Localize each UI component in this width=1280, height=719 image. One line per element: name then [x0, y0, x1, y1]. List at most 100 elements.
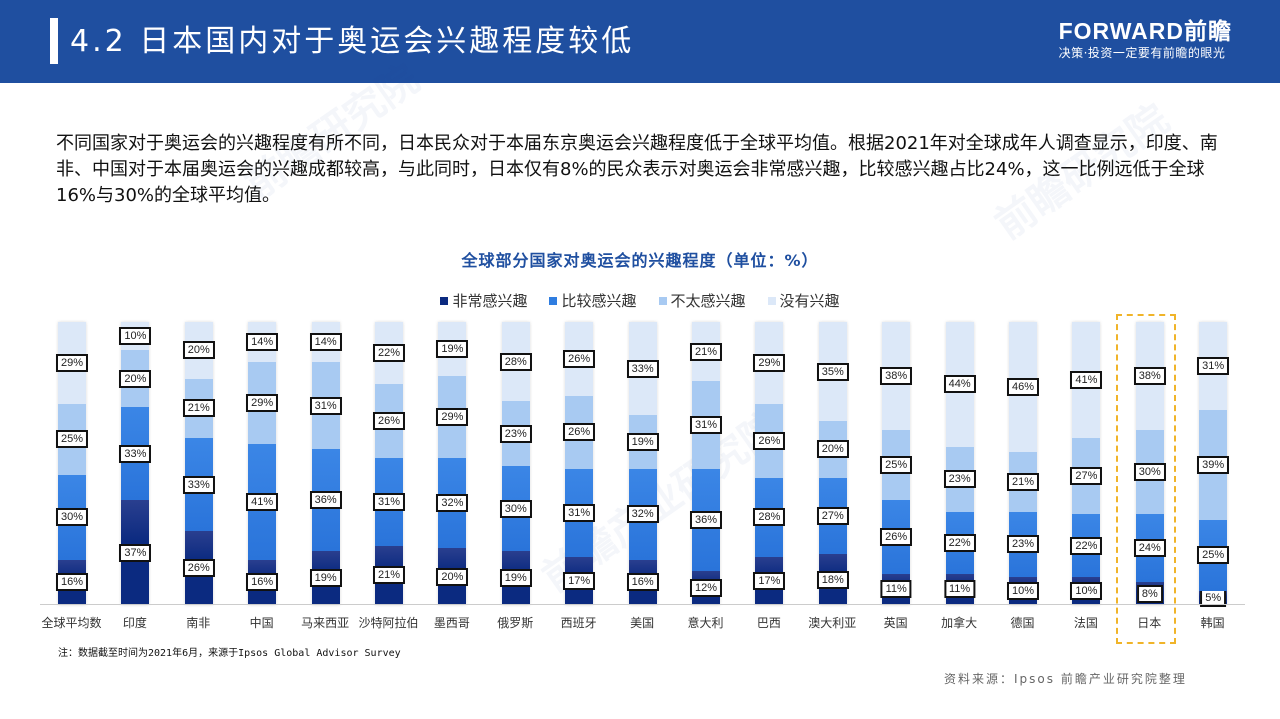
legend-swatch-icon	[767, 296, 776, 305]
logo-tagline: 决策·投资一定要有前瞻的眼光	[1058, 46, 1226, 60]
bar-segment-fairly: 36%	[309, 449, 342, 552]
bar-segment-not-very: 39%	[1197, 409, 1230, 521]
bar-segment-not-very: 25%	[55, 404, 89, 475]
data-label: 30%	[1133, 463, 1166, 482]
bar-segment-fairly: 31%	[563, 469, 596, 557]
bar-segment-very: 17%	[753, 556, 786, 605]
footnote: 注：数据截至时间为2021年6月，来源于Ipsos Global Advisor…	[58, 648, 401, 659]
data-label: 46%	[1006, 378, 1040, 397]
x-tick-label: 德国	[1010, 616, 1035, 630]
bar-segment-fairly: 27%	[816, 477, 849, 555]
x-tick-label: 中国	[249, 616, 274, 630]
data-label: 17%	[563, 571, 596, 590]
bar-segment-none: 29%	[55, 322, 89, 405]
data-label: 31%	[1197, 356, 1230, 375]
legend-label: 不太感兴趣	[670, 292, 746, 310]
bar-segment-very: 11%	[943, 573, 976, 605]
data-label: 26%	[182, 559, 215, 578]
data-label: 29%	[55, 354, 89, 373]
legend-label: 比较感兴趣	[561, 292, 637, 310]
bar-segment-not-very: 20%	[816, 421, 849, 478]
x-tick-label: 沙特阿拉伯	[358, 616, 419, 630]
bar-segment-none: 46%	[1006, 322, 1040, 453]
bar-segment-fairly: 32%	[436, 457, 469, 549]
bar-segment-very: 26%	[182, 531, 215, 605]
data-label: 33%	[182, 475, 215, 494]
bar-segment-none: 14%	[309, 322, 342, 362]
data-label: 21%	[1006, 472, 1040, 491]
x-tick-label: 南非	[186, 616, 211, 630]
x-tick-label: 韩国	[1200, 616, 1225, 630]
bar-segment-none: 20%	[182, 322, 215, 379]
bar-segment-not-very: 30%	[1133, 429, 1166, 515]
bar-segment-fairly: 24%	[1133, 514, 1166, 583]
bar-segment-fairly: 31%	[372, 457, 406, 546]
bar-segment-fairly: 30%	[499, 466, 532, 552]
data-label: 24%	[1133, 539, 1166, 558]
bar-column: 8% 24% 30% 38%	[1118, 320, 1181, 605]
x-axis-line	[40, 604, 1245, 605]
bar-segment-fairly: 33%	[182, 438, 215, 532]
bar-segment-none: 33%	[626, 322, 659, 416]
data-label: 32%	[626, 505, 659, 524]
bar-segment-very: 17%	[563, 556, 596, 605]
x-tick-label: 法国	[1073, 616, 1098, 630]
data-label: 41%	[246, 492, 279, 511]
bar-column: 20% 32% 29% 19%	[420, 320, 483, 605]
bar-segment-not-very: 19%	[626, 415, 659, 470]
legend-item-none: 没有兴趣	[767, 290, 840, 311]
data-label: 23%	[1006, 535, 1040, 554]
data-label: 39%	[1197, 455, 1230, 474]
data-label: 23%	[499, 424, 532, 443]
bar-segment-fairly: 28%	[753, 477, 786, 557]
data-label: 26%	[563, 349, 596, 368]
bar-segment-fairly: 22%	[1070, 514, 1103, 577]
bar-segment-very: 16%	[246, 559, 279, 605]
data-label: 23%	[943, 470, 976, 489]
bar-segment-none: 28%	[499, 322, 532, 402]
data-label: 10%	[1006, 581, 1040, 600]
data-label: 8%	[1136, 584, 1163, 603]
bar-segment-fairly: 32%	[626, 469, 659, 560]
forward-logo: FORWARD前瞻 决策·投资一定要有前瞻的眼光	[1059, 18, 1232, 62]
bar-column: 19% 36% 31% 14%	[294, 320, 357, 605]
bar-segment-very: 10%	[1006, 576, 1040, 605]
legend-label: 没有兴趣	[779, 292, 840, 310]
stacked-bar: 26% 33% 21% 20%	[182, 322, 215, 605]
bar-segment-none: 22%	[372, 322, 406, 385]
data-label: 14%	[309, 332, 342, 351]
bar-column: 17% 31% 26% 26%	[547, 320, 610, 605]
bar-segment-very: 11%	[880, 573, 912, 605]
bar-column: 17% 28% 26% 29%	[737, 320, 800, 605]
bar-segment-not-very: 29%	[436, 375, 469, 458]
bar-segment-not-very: 31%	[309, 361, 342, 450]
bar-segment-very: 5%	[1199, 588, 1228, 607]
bar-column: 10% 23% 21% 46%	[991, 320, 1054, 605]
stacked-bar: 20% 32% 29% 19%	[436, 322, 469, 605]
bar-segment-very: 16%	[55, 559, 89, 605]
data-label: 22%	[943, 533, 976, 552]
stacked-bar: 11% 26% 25% 38%	[880, 322, 913, 605]
data-label: 11%	[880, 580, 912, 599]
data-label: 26%	[880, 528, 913, 547]
bar-segment-none: 14%	[246, 322, 279, 362]
data-label: 35%	[816, 362, 849, 381]
bar-segment-none: 29%	[753, 322, 786, 405]
data-label: 31%	[309, 396, 342, 415]
stacked-bar: 10% 22% 27% 41%	[1070, 322, 1103, 605]
header-banner: 4.2 日本国内对于奥运会兴趣程度较低 FORWARD前瞻 决策·投资一定要有前…	[0, 0, 1280, 83]
x-tick-label: 全球平均数	[41, 616, 102, 630]
bar-column: 5% 25% 39% 31%	[1181, 320, 1244, 607]
data-label: 12%	[689, 579, 723, 598]
legend-item-fairly: 比较感兴趣	[549, 290, 637, 311]
x-tick-label: 加拿大	[941, 616, 978, 630]
bar-segment-very: 18%	[816, 554, 849, 605]
bar-segment-not-very: 31%	[689, 381, 723, 470]
data-label: 33%	[119, 444, 152, 463]
bar-segment-none: 44%	[943, 322, 976, 447]
stacked-bar: 17% 31% 26% 26%	[563, 322, 596, 605]
stacked-bar: 16% 30% 25% 29%	[55, 322, 89, 605]
data-label: 26%	[563, 423, 596, 442]
bar-segment-fairly: 23%	[1006, 511, 1040, 577]
data-label: 26%	[753, 431, 786, 450]
